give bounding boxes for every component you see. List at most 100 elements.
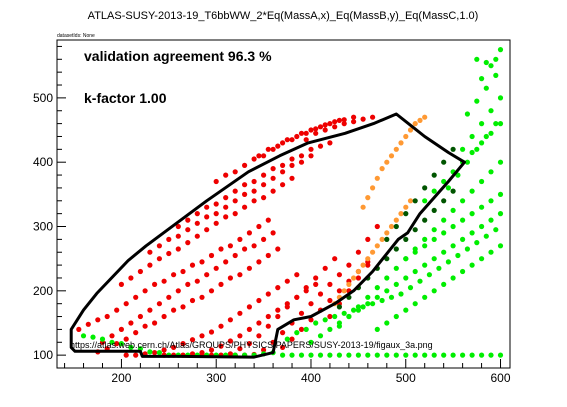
point-allowed_agree [497, 211, 504, 217]
point-excluded_agree [218, 281, 224, 287]
x-tick-label: 200 [111, 371, 131, 385]
point-allowed_agree [469, 262, 475, 268]
point-allowed_official_only [431, 172, 437, 178]
point-allowed_agree [128, 344, 134, 350]
point-allowed_agree [431, 256, 437, 262]
point-allowed_agree [365, 301, 371, 307]
point-excluded_agree [237, 333, 243, 339]
point-excluded_agree [256, 223, 262, 230]
point-allowed_agree [289, 352, 295, 358]
point-allowed_official_only [431, 207, 437, 213]
point-excluded_agree [237, 346, 243, 352]
point-excluded_agree [346, 262, 352, 268]
point-allowed_agree [460, 146, 466, 152]
point-allowed_agree [450, 275, 456, 281]
point-excluded_agree [208, 252, 215, 259]
point-allowed_official_only [422, 185, 428, 191]
point-excluded_agree [341, 121, 347, 127]
point-allowed_agree [479, 352, 485, 358]
point-excluded_agree [284, 278, 290, 284]
point-excluded_agree [199, 333, 205, 339]
point-excluded_agree [76, 326, 82, 332]
point-excluded_agree [256, 333, 262, 339]
point-allowed_agree [393, 281, 399, 287]
point-allowed_agree [497, 243, 504, 249]
k-factor-label: k-factor 1.00 [84, 90, 167, 106]
point-excluded_agree [284, 137, 290, 143]
official-contour [69, 112, 466, 359]
point-excluded_official_only [355, 268, 361, 275]
y-tick-label: 100 [33, 348, 53, 362]
point-excluded_official_only [407, 198, 414, 204]
point-allowed_agree [474, 240, 480, 246]
point-excluded_agree [152, 281, 158, 287]
point-excluded_agree [265, 313, 271, 320]
point-allowed_agree [497, 191, 504, 197]
point-excluded_agree [118, 326, 124, 332]
point-allowed_agree [422, 198, 428, 204]
point-excluded_agree [289, 162, 295, 168]
point-allowed_agree [417, 278, 423, 284]
point-allowed_agree [497, 47, 504, 53]
point-excluded_agree [265, 291, 271, 297]
point-excluded_agree [194, 278, 200, 284]
point-allowed_agree [351, 307, 357, 313]
point-allowed_agree [355, 352, 361, 358]
point-excluded_official_only [398, 140, 404, 146]
point-excluded_agree [185, 217, 191, 223]
point-allowed_official_only [336, 304, 342, 310]
point-allowed_agree [80, 333, 87, 339]
point-allowed_agree [431, 236, 437, 242]
point-allowed_agree [431, 288, 437, 294]
point-allowed_agree [346, 352, 352, 358]
point-allowed_agree [412, 301, 418, 307]
point-excluded_agree [270, 175, 276, 181]
point-excluded_agree [194, 211, 200, 217]
point-excluded_agree [289, 175, 295, 181]
point-excluded_agree [261, 182, 267, 188]
point-allowed_agree [388, 294, 395, 300]
point-excluded_agree [171, 307, 177, 313]
point-excluded_official_only [351, 275, 357, 281]
point-excluded_official_only [346, 281, 352, 287]
point-excluded_agree [175, 246, 181, 252]
point-excluded_agree [166, 236, 172, 242]
x-tick-label: 400 [301, 371, 321, 385]
point-allowed_agree [469, 230, 475, 236]
x-tick-label: 300 [206, 371, 226, 385]
point-excluded_agree [256, 297, 262, 304]
point-excluded_agree [298, 310, 305, 316]
point-excluded_agree [374, 223, 380, 230]
point-excluded_agree [256, 153, 262, 159]
point-excluded_agree [156, 243, 162, 249]
point-allowed_agree [118, 341, 124, 347]
point-excluded_agree [265, 217, 271, 223]
point-excluded_agree [360, 116, 366, 122]
point-allowed_agree [464, 111, 470, 117]
point-excluded_official_only [370, 185, 376, 191]
point-allowed_agree [370, 301, 376, 307]
point-allowed_agree [422, 294, 428, 300]
point-allowed_agree [431, 227, 437, 233]
point-allowed_agree [99, 336, 106, 342]
point-excluded_agree [261, 347, 267, 353]
point-allowed_agree [460, 352, 466, 358]
point-allowed_agree [403, 307, 409, 313]
point-allowed_agree [403, 275, 409, 281]
point-allowed_agree [488, 108, 494, 114]
point-excluded_agree [128, 320, 134, 326]
point-allowed_agree [412, 249, 418, 255]
point-excluded_agree [294, 133, 300, 140]
point-excluded_official_only [422, 114, 428, 120]
point-excluded_agree [242, 182, 248, 188]
point-allowed_agree [147, 349, 153, 355]
point-excluded_agree [251, 243, 257, 249]
point-excluded_agree [242, 246, 248, 252]
point-excluded_agree [308, 153, 314, 159]
point-excluded_official_only [379, 166, 385, 172]
x-tick-label: 600 [491, 371, 511, 385]
point-excluded_official_only [360, 262, 366, 268]
point-excluded_official_only [412, 121, 418, 127]
point-excluded_agree [256, 320, 262, 326]
point-excluded_agree [227, 275, 233, 281]
